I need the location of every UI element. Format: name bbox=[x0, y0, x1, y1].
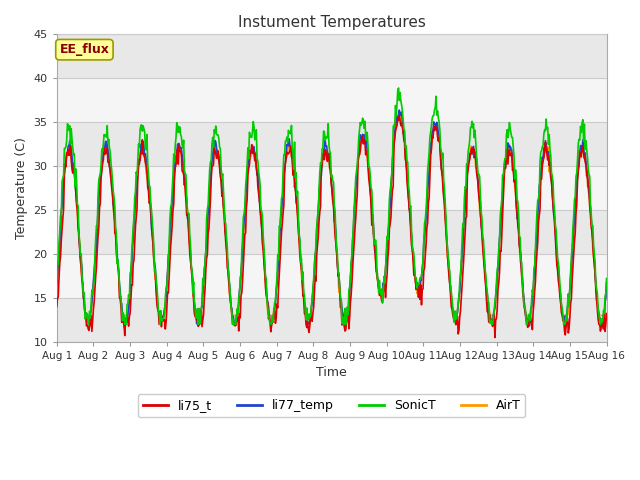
Bar bbox=[57, 254, 607, 298]
li75_t bbox=[204, 230, 212, 236]
AirT bbox=[82, 312, 90, 318]
li77_temp bbox=[63, 153, 70, 159]
li75_t bbox=[415, 286, 423, 292]
SonicT bbox=[205, 183, 212, 189]
li77_temp bbox=[416, 284, 424, 290]
AirT bbox=[396, 112, 403, 118]
li77_temp bbox=[205, 198, 212, 204]
Legend: li75_t, li77_temp, SonicT, AirT: li75_t, li77_temp, SonicT, AirT bbox=[138, 395, 525, 417]
SonicT bbox=[395, 85, 403, 91]
li75_t bbox=[53, 304, 61, 310]
X-axis label: Time: Time bbox=[316, 367, 347, 380]
li75_t bbox=[399, 129, 407, 134]
AirT bbox=[63, 150, 70, 156]
AirT bbox=[416, 281, 424, 287]
li77_temp bbox=[121, 326, 129, 332]
AirT bbox=[205, 205, 212, 211]
AirT bbox=[603, 284, 611, 289]
SonicT bbox=[176, 124, 184, 130]
SonicT bbox=[603, 276, 611, 281]
Line: AirT: AirT bbox=[57, 115, 607, 315]
Title: Instument Temperatures: Instument Temperatures bbox=[237, 15, 426, 30]
Y-axis label: Temperature (C): Temperature (C) bbox=[15, 137, 28, 239]
li77_temp bbox=[396, 107, 403, 113]
AirT bbox=[120, 312, 128, 318]
li75_t bbox=[120, 318, 127, 324]
Bar bbox=[57, 166, 607, 210]
Text: EE_flux: EE_flux bbox=[60, 43, 109, 56]
Bar bbox=[57, 210, 607, 254]
Line: li77_temp: li77_temp bbox=[57, 110, 607, 329]
Bar bbox=[57, 122, 607, 166]
SonicT bbox=[120, 313, 128, 319]
Line: li75_t: li75_t bbox=[57, 116, 607, 337]
li77_temp bbox=[176, 144, 184, 150]
SonicT bbox=[53, 288, 61, 293]
li77_temp bbox=[400, 133, 408, 139]
AirT bbox=[400, 128, 408, 134]
AirT bbox=[176, 144, 184, 149]
li75_t bbox=[603, 311, 611, 316]
SonicT bbox=[84, 322, 92, 327]
li77_temp bbox=[120, 312, 127, 317]
li75_t bbox=[175, 142, 183, 148]
AirT bbox=[53, 288, 61, 294]
li77_temp bbox=[603, 279, 611, 285]
Bar bbox=[57, 78, 607, 122]
Bar bbox=[57, 34, 607, 78]
Line: SonicT: SonicT bbox=[57, 88, 607, 324]
SonicT bbox=[416, 275, 424, 281]
Bar bbox=[57, 298, 607, 342]
li75_t bbox=[396, 113, 403, 119]
li77_temp bbox=[53, 280, 61, 286]
li75_t bbox=[491, 335, 499, 340]
li75_t bbox=[63, 150, 70, 156]
SonicT bbox=[63, 138, 70, 144]
SonicT bbox=[400, 126, 408, 132]
